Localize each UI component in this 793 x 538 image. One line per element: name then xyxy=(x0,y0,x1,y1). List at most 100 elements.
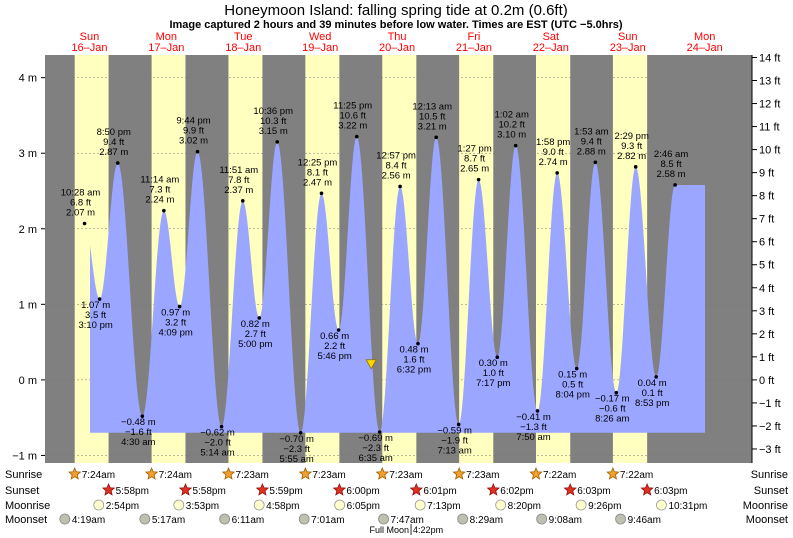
sunset-time: 5:59pm xyxy=(269,486,302,497)
tide-point xyxy=(476,177,481,182)
day-date: 23–Jan xyxy=(610,42,646,54)
moonrise-icon xyxy=(93,499,105,511)
tide-label: 3.02 m xyxy=(179,136,208,147)
day-date: 18–Jan xyxy=(225,42,261,54)
sunset-icon xyxy=(178,482,193,496)
tide-point xyxy=(535,409,540,413)
moonrise-time: 9:26pm xyxy=(588,501,621,512)
tide-point xyxy=(614,390,619,395)
tide-curve-area xyxy=(90,136,705,433)
moonrise-time: 10:31pm xyxy=(668,501,707,512)
sunrise-icon xyxy=(606,466,620,480)
y-tick-label-ft: 3 ft xyxy=(759,306,774,318)
moonrise-time: 3:53pm xyxy=(186,501,219,512)
tide-point xyxy=(593,160,598,165)
tide-label: 0.66 m xyxy=(320,331,349,342)
moonrise-time: 8:20pm xyxy=(508,501,541,512)
moonrise-icon xyxy=(334,499,346,511)
tide-label: 2.56 m xyxy=(382,170,411,181)
tide-label: 9.0 ft xyxy=(543,147,564,158)
moonrise-row-label: Moonrise xyxy=(5,500,50,512)
tide-label: 2:29 pm xyxy=(615,131,649,142)
tide-label: 6:35 am xyxy=(359,453,393,464)
sunset-time: 6:03pm xyxy=(654,486,687,497)
tide-label: 10.2 ft xyxy=(498,120,525,131)
tide-label: 11:51 am xyxy=(219,165,258,176)
tide-label: 10.3 ft xyxy=(260,116,287,127)
sunset-time: 5:58pm xyxy=(192,486,225,497)
moonset-icon xyxy=(457,513,469,525)
day-labels: Sun16–JanMon17–JanTue18–JanWed19–JanThu2… xyxy=(71,31,722,54)
tide-label: 2:46 am xyxy=(654,149,688,160)
tide-point xyxy=(673,183,677,187)
moonset-time: 6:11am xyxy=(232,515,265,526)
moonrise-icon xyxy=(575,499,587,511)
tide-label: 10.6 ft xyxy=(340,111,367,122)
y-tick-label-ft: 11 ft xyxy=(759,122,780,134)
sunrise-time: 7:24am xyxy=(82,470,115,481)
sunset-time: 6:02pm xyxy=(500,486,533,497)
tide-label: 2.87 m xyxy=(99,147,128,158)
tide-label: 2.07 m xyxy=(66,207,95,218)
tide-point xyxy=(574,366,579,371)
tide-label: −0.41 m xyxy=(516,412,551,423)
sunrise-icon xyxy=(68,466,82,480)
tide-label: 4:30 am xyxy=(121,437,155,448)
y-tick-label-ft: 0 ft xyxy=(759,375,774,387)
tide-label: 2.65 m xyxy=(460,164,489,175)
tide-label: 2.82 m xyxy=(617,151,646,162)
day-name: Mon xyxy=(694,31,715,43)
moonset-time: 8:29am xyxy=(470,515,503,526)
tide-point xyxy=(257,316,262,320)
moonrise-time: 2:54pm xyxy=(106,501,139,512)
y-tick-label-ft: 4 ft xyxy=(759,283,774,295)
sunrise-time: 7:23am xyxy=(466,470,499,481)
day-date: 16–Jan xyxy=(71,42,107,54)
y-tick-label-ft: 14 ft xyxy=(759,52,780,64)
tide-label: 2.24 m xyxy=(145,195,174,206)
tide-point xyxy=(177,304,182,309)
sunrise-row-label-right: Sunrise xyxy=(751,469,788,481)
moonset-time: 7:47am xyxy=(391,515,424,526)
tide-label: 8:04 pm xyxy=(556,390,590,401)
tide-label: −1.3 ft xyxy=(520,422,547,433)
tide-label: 1:58 pm xyxy=(536,137,570,148)
day-date: 22–Jan xyxy=(533,42,569,54)
moonset-row-label: Moonset xyxy=(5,514,47,526)
tide-label: 8.5 ft xyxy=(661,159,682,170)
tide-label: 6.8 ft xyxy=(70,197,91,208)
tide-label: 3.2 ft xyxy=(165,318,186,329)
day-name: Fri xyxy=(468,31,481,43)
moonset-time: 5:17am xyxy=(152,515,185,526)
tide-label: −2.0 ft xyxy=(204,438,231,449)
moonrise-time: 4:58pm xyxy=(266,501,299,512)
moonset-time: 9:08am xyxy=(549,515,582,526)
moonset-time: 7:01am xyxy=(311,515,344,526)
tide-label: 8.4 ft xyxy=(386,160,407,171)
sunset-icon xyxy=(409,482,423,496)
day-date: 19–Jan xyxy=(302,42,338,54)
tide-label: 12:57 pm xyxy=(376,150,416,161)
tide-label: 5:14 am xyxy=(200,448,234,459)
tide-point xyxy=(377,430,382,434)
day-name: Sat xyxy=(543,31,560,43)
tide-label: 3.15 m xyxy=(259,126,288,137)
tide-point xyxy=(456,422,461,427)
tide-label: 10.5 ft xyxy=(419,111,446,122)
sunrise-icon xyxy=(221,466,236,480)
y-tick-label-m: 1 m xyxy=(19,299,37,311)
tide-label: −0.48 m xyxy=(121,417,156,428)
sun-moon-table: Sunrise Sunrise 7:24am 7:24am 7:23am 7:23am 7:… xyxy=(5,466,788,535)
sunrise-icon xyxy=(452,466,466,480)
moonrise-icon xyxy=(495,499,507,511)
day-name: Sun xyxy=(80,31,100,43)
sunrise-time: 7:24am xyxy=(159,470,192,481)
day-name: Wed xyxy=(309,31,331,43)
tide-label: 1.07 m xyxy=(81,300,110,311)
tide-label: 9.4 ft xyxy=(103,137,124,148)
moonset-time: 9:46am xyxy=(628,515,661,526)
sunset-icon xyxy=(563,482,577,496)
y-tick-label-ft: −1 ft xyxy=(759,398,781,410)
tide-point xyxy=(555,171,559,175)
tide-point xyxy=(162,208,166,213)
